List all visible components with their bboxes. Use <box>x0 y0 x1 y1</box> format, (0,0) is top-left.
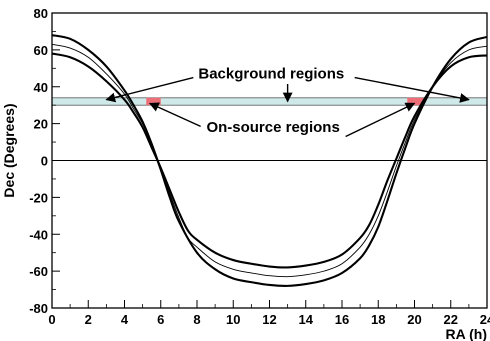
series-line-1 <box>52 34 487 287</box>
x-tick-label: 14 <box>299 312 314 327</box>
x-tick-label: 2 <box>85 312 92 327</box>
x-tick-label: 22 <box>444 312 458 327</box>
y-tick-label: -20 <box>29 190 48 205</box>
x-tick-label: 4 <box>121 312 129 327</box>
background-band <box>52 97 487 106</box>
annotation-layer: Background regions On-source regions <box>105 65 470 138</box>
y-tick-label: 80 <box>34 6 48 21</box>
x-tick-label: 24 <box>480 312 490 327</box>
background-arrow-left <box>105 76 194 103</box>
on-source-region-2 <box>407 97 424 106</box>
y-tick-label: -80 <box>29 301 48 316</box>
on-source-region-1 <box>146 97 161 106</box>
background-band-layer <box>52 97 487 106</box>
on-source-arrow-left <box>148 102 201 128</box>
y-axis-ticks: 80 60 40 20 0 -20 -40 -60 -80 <box>29 6 60 316</box>
background-arrow-right <box>354 76 470 103</box>
x-axis-label: RA (h) <box>446 326 487 341</box>
y-tick-label: -60 <box>29 264 48 279</box>
x-tick-label: 16 <box>335 312 349 327</box>
y-tick-label: 0 <box>41 154 48 169</box>
x-tick-label: 6 <box>157 312 164 327</box>
y-tick-label: 40 <box>34 80 48 95</box>
series-line-2 <box>52 43 487 278</box>
series-layer <box>52 34 487 287</box>
on-source-regions-label: On-source regions <box>206 119 339 136</box>
y-tick-label: 60 <box>34 43 48 58</box>
x-tick-label: 12 <box>262 312 276 327</box>
on-source-arrow-right <box>345 102 416 138</box>
x-tick-label: 20 <box>407 312 421 327</box>
series-line-3 <box>52 52 487 269</box>
x-tick-label: 18 <box>371 312 385 327</box>
x-tick-label: 0 <box>48 312 55 327</box>
x-tick-label: 8 <box>193 312 200 327</box>
background-regions-label: Background regions <box>198 65 344 82</box>
x-axis-ticks: 024681012141618202224 <box>48 300 490 327</box>
y-axis-label: Dec (Degrees) <box>1 103 17 197</box>
y-tick-label: -40 <box>29 227 48 242</box>
x-tick-label: 10 <box>226 312 240 327</box>
y-tick-label: 20 <box>34 117 48 132</box>
